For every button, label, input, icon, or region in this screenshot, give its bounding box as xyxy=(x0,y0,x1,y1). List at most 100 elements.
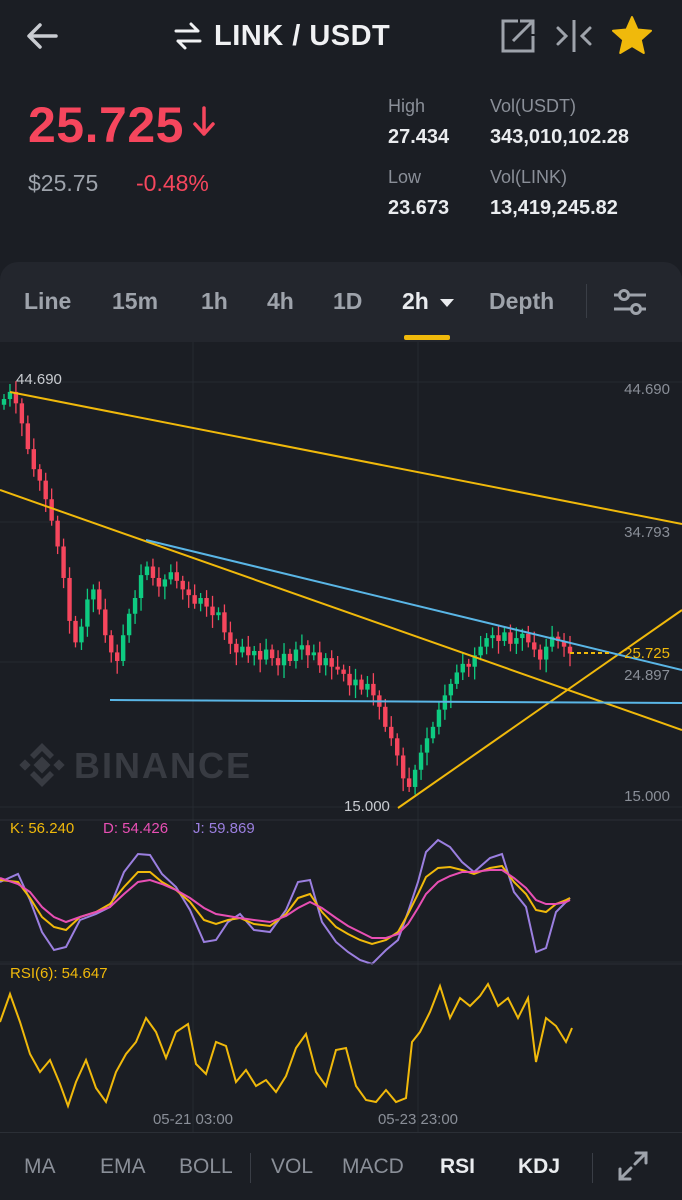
candle-body xyxy=(1,399,7,405)
compare-button[interactable] xyxy=(552,14,596,58)
candle-body xyxy=(305,645,311,656)
candle-body xyxy=(281,653,287,666)
candle-body xyxy=(490,635,495,639)
kdj-j-line xyxy=(0,838,571,966)
kdj-d-line xyxy=(0,869,571,939)
indicator-boll[interactable]: BOLL xyxy=(179,1155,233,1178)
favorite-button[interactable] xyxy=(610,14,654,58)
candle-body xyxy=(418,752,424,770)
kdj-d-label: D: 54.426 xyxy=(103,820,168,837)
candle-body xyxy=(79,626,84,643)
candle-body xyxy=(496,635,501,641)
indicator-kdj[interactable]: KDJ xyxy=(518,1155,561,1178)
candle-body xyxy=(347,673,352,686)
candle-body xyxy=(311,652,317,656)
trendline-middle xyxy=(0,489,682,731)
candle-body xyxy=(549,636,555,647)
price-axis-label: 15.000 xyxy=(624,788,670,805)
candle-body xyxy=(448,683,454,696)
top-bar: LINK / USDT xyxy=(0,0,682,72)
candle-body xyxy=(275,658,281,666)
trendline-blue-descending xyxy=(145,539,682,671)
candle-body xyxy=(19,403,25,424)
chart-grid xyxy=(0,342,682,1132)
candle-body xyxy=(526,633,531,643)
kdj-k-line xyxy=(0,864,571,946)
candle-body xyxy=(138,575,144,599)
external-link-icon xyxy=(501,19,535,53)
last-price: 25.725 xyxy=(28,97,184,153)
candle-body xyxy=(520,633,525,639)
candle-body xyxy=(37,469,42,481)
low-value: 23.673 xyxy=(388,197,450,219)
tab-1h[interactable]: 1h xyxy=(201,288,228,314)
rsi-label: RSI(6): 54.647 xyxy=(10,965,108,982)
candle-body xyxy=(555,636,561,641)
candle-body xyxy=(67,577,72,621)
indicator-vol[interactable]: VOL xyxy=(271,1155,314,1178)
indicator-rsi[interactable]: RSI xyxy=(440,1155,476,1178)
candle-body xyxy=(478,646,483,656)
candle-body xyxy=(55,520,60,547)
candle-body xyxy=(532,642,537,650)
chart-area[interactable]: BINANCE 44.690 34.793 25.725 24.897 15.0… xyxy=(0,342,682,1132)
rsi-line xyxy=(0,981,573,1110)
tab-4h[interactable]: 4h xyxy=(267,288,294,314)
candle-body xyxy=(144,566,150,576)
compare-icon xyxy=(556,20,592,52)
pair-selector[interactable]: LINK / USDT xyxy=(172,12,390,60)
tab-line[interactable]: Line xyxy=(24,288,72,314)
price-axis-current: 25.725 xyxy=(624,645,670,662)
candle-body xyxy=(395,738,400,756)
candle-body xyxy=(323,658,328,666)
candle-body xyxy=(91,589,96,600)
candle-body xyxy=(502,632,507,641)
price-change-percent: -0.48% xyxy=(136,170,209,196)
chart-settings-button[interactable] xyxy=(610,284,650,320)
candle-body xyxy=(365,683,370,690)
tab-depth[interactable]: Depth xyxy=(489,288,555,314)
indicator-divider xyxy=(250,1153,251,1183)
candle-body xyxy=(162,579,168,587)
back-arrow-icon xyxy=(27,23,58,49)
max-price-label: 44.690 xyxy=(16,371,62,388)
timeframe-tabs: Line 15m 1h 4h 1D 2h Depth xyxy=(0,262,682,342)
candle-body xyxy=(204,598,209,607)
tab-1d[interactable]: 1D xyxy=(333,288,363,314)
candle-body xyxy=(252,650,257,656)
candle-body xyxy=(228,632,233,644)
candle-body xyxy=(538,649,543,660)
tab-15m[interactable]: 15m xyxy=(112,288,159,314)
external-link-button[interactable] xyxy=(496,14,540,58)
trendline-upper xyxy=(9,391,682,525)
candle-body xyxy=(109,635,114,653)
candle-body xyxy=(400,755,406,779)
fullscreen-button[interactable] xyxy=(616,1149,650,1183)
indicator-ema[interactable]: EMA xyxy=(100,1155,146,1178)
candlestick-chart[interactable]: BINANCE 44.690 34.793 25.725 24.897 15.0… xyxy=(0,342,682,1132)
candle-body xyxy=(269,649,275,659)
binance-logo-icon xyxy=(19,743,65,787)
vol-link-value: 13,419,245.82 xyxy=(490,197,618,219)
indicator-macd[interactable]: MACD xyxy=(342,1155,404,1178)
favorite-star-icon xyxy=(612,16,652,54)
candle-body xyxy=(287,653,293,661)
price-axis: 44.690 34.793 25.725 24.897 15.000 xyxy=(624,381,670,805)
high-value: 27.434 xyxy=(388,126,450,148)
candle-body xyxy=(120,635,126,661)
fullscreen-icon xyxy=(618,1151,648,1181)
candle-body xyxy=(543,646,549,660)
candle-body xyxy=(484,638,489,647)
back-button[interactable] xyxy=(20,14,64,58)
candle-body xyxy=(25,423,31,450)
tab-2h[interactable]: 2h xyxy=(402,288,455,315)
candle-body xyxy=(341,669,346,674)
high-label: High xyxy=(388,96,426,116)
candle-body xyxy=(7,391,13,400)
indicator-ma[interactable]: MA xyxy=(24,1155,56,1178)
time-axis-label: 05-23 23:00 xyxy=(378,1111,458,1128)
candle-body xyxy=(299,645,305,650)
vol-usdt-value: 343,010,102.28 xyxy=(490,126,630,148)
tabs-divider xyxy=(586,284,587,318)
watermark-text: BINANCE xyxy=(74,745,252,786)
